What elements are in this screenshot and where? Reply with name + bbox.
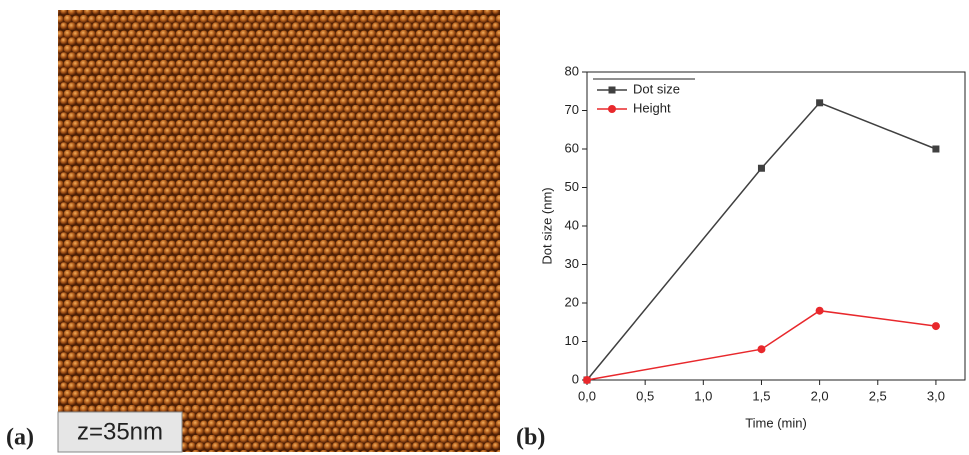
y-tick-label: 0 bbox=[572, 371, 579, 386]
y-tick-label: 20 bbox=[565, 294, 579, 309]
y-tick-label: 30 bbox=[565, 256, 579, 271]
x-tick-label: 0,0 bbox=[578, 388, 596, 403]
afm-image bbox=[58, 10, 500, 452]
y-tick-label: 70 bbox=[565, 102, 579, 117]
y-tick-label: 60 bbox=[565, 140, 579, 155]
legend-label: Height bbox=[633, 100, 671, 115]
legend-marker bbox=[608, 105, 616, 113]
x-tick-label: 1,0 bbox=[694, 388, 712, 403]
point bbox=[757, 164, 765, 172]
point bbox=[815, 306, 824, 315]
y-tick-label: 50 bbox=[565, 179, 579, 194]
point bbox=[583, 376, 591, 384]
point bbox=[816, 99, 824, 107]
plot-frame bbox=[586, 71, 966, 381]
point bbox=[757, 345, 766, 354]
y-axis-title: Dot size (nm) bbox=[539, 187, 554, 264]
scale-label: z=35nm bbox=[77, 418, 163, 445]
y-tick-label: 10 bbox=[565, 333, 579, 348]
line bbox=[586, 309, 937, 381]
point bbox=[931, 322, 940, 331]
point bbox=[932, 145, 940, 153]
x-tick-label: 2,0 bbox=[811, 388, 829, 403]
scale-box bbox=[57, 411, 183, 453]
y-tick-label: 80 bbox=[565, 63, 579, 78]
legend-label: Dot size bbox=[633, 81, 680, 96]
x-axis-title: Time (min) bbox=[745, 415, 807, 430]
x-tick-label: 0,5 bbox=[636, 388, 654, 403]
legend-marker bbox=[608, 86, 616, 94]
x-tick-label: 1,5 bbox=[752, 388, 770, 403]
panel-label: (b) bbox=[516, 425, 545, 451]
panel-label: (a) bbox=[6, 425, 34, 451]
y-tick-label: 40 bbox=[565, 217, 579, 232]
line bbox=[586, 101, 937, 381]
x-tick-label: 3,0 bbox=[927, 388, 945, 403]
x-tick-label: 2,5 bbox=[869, 388, 887, 403]
